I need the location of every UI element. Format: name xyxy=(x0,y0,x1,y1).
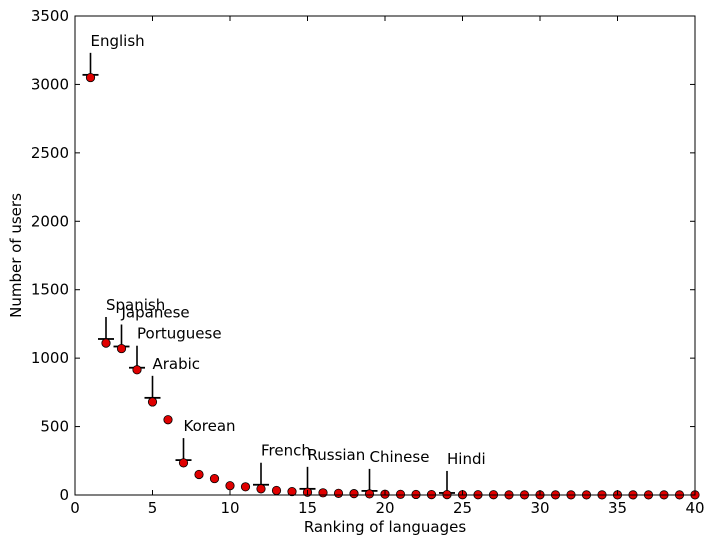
data-point xyxy=(85,72,96,83)
y-tick-label: 3000 xyxy=(31,75,69,93)
annotation-label: Korean xyxy=(184,417,236,435)
x-tick-label: 35 xyxy=(608,499,627,517)
x-tick-label: 25 xyxy=(453,499,472,517)
y-tick-label: 3500 xyxy=(31,7,69,25)
annotation-label: French xyxy=(261,442,311,460)
annotation-label: Japanese xyxy=(121,304,190,322)
data-point xyxy=(287,486,297,497)
data-point xyxy=(349,489,359,499)
annotation-label: Russian xyxy=(308,446,366,464)
data-point xyxy=(116,343,127,354)
data-point xyxy=(209,473,220,484)
annotation-label: Chinese xyxy=(370,448,430,466)
data-points xyxy=(85,72,700,500)
data-point xyxy=(147,397,158,407)
y-tick-label: 500 xyxy=(40,418,69,436)
data-point xyxy=(364,489,375,499)
data-point xyxy=(333,488,344,498)
y-tick-label: 1000 xyxy=(31,349,69,367)
data-point xyxy=(256,484,266,494)
data-point xyxy=(132,365,142,375)
data-point xyxy=(395,489,406,499)
y-tick-label: 2500 xyxy=(31,144,69,162)
data-point xyxy=(178,458,189,468)
data-point xyxy=(411,489,421,500)
x-tick-label: 20 xyxy=(375,499,394,517)
x-tick-label: 15 xyxy=(298,499,317,517)
data-point xyxy=(225,481,235,491)
annotation-label: Portuguese xyxy=(137,325,222,343)
x-tick-label: 30 xyxy=(530,499,549,517)
data-point xyxy=(271,485,282,496)
y-tick-label: 2000 xyxy=(31,212,69,230)
data-point xyxy=(318,488,328,498)
y-tick-label: 0 xyxy=(59,486,69,504)
axis-ticks: 0 5 10 15 20 25 30 35 40 0 500 1000 1500 2000 2500 3000… xyxy=(31,7,705,517)
annotation-label: Hindi xyxy=(447,450,486,468)
annotation-label: English xyxy=(91,32,145,50)
y-axis-title: Number of users xyxy=(7,193,25,318)
data-point xyxy=(194,469,204,480)
x-tick-label: 40 xyxy=(685,499,704,517)
x-tick-label: 10 xyxy=(220,499,239,517)
x-axis-title: Ranking of languages xyxy=(304,518,467,536)
y-tick-label: 1500 xyxy=(31,281,69,299)
data-point xyxy=(163,415,173,425)
data-point xyxy=(101,338,111,348)
x-tick-label: 5 xyxy=(148,499,158,517)
annotation-label: Arabic xyxy=(153,355,201,373)
x-tick-label: 0 xyxy=(70,499,80,517)
data-point xyxy=(240,482,251,492)
annotation-label: Spanish xyxy=(106,296,165,314)
